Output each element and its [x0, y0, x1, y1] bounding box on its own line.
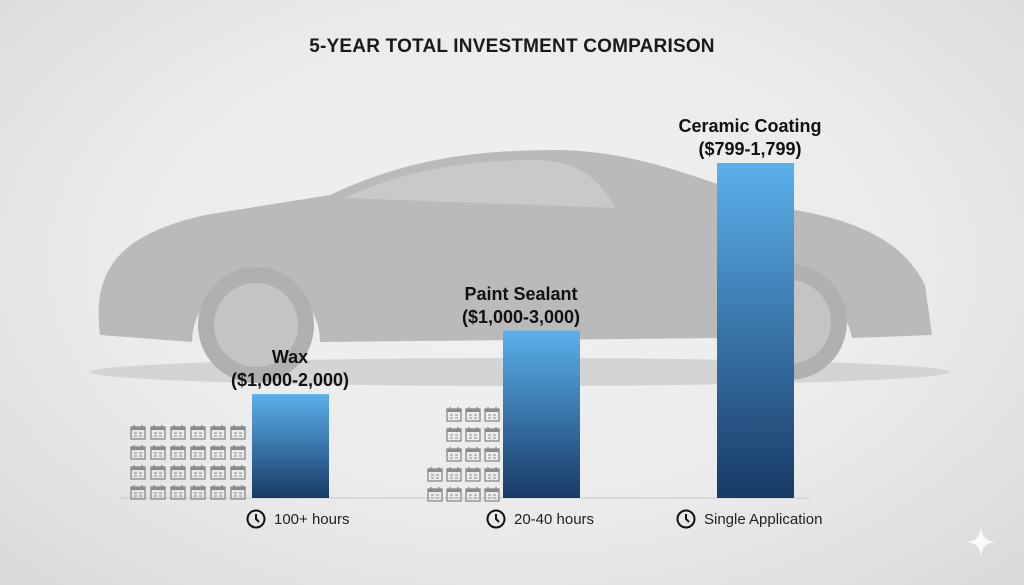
- calendar-icon: [190, 445, 206, 460]
- time-label: 100+ hours: [274, 510, 350, 528]
- calendar-icon: [130, 485, 146, 500]
- calendar-icon: [446, 407, 462, 422]
- calendar-icon: [484, 427, 500, 442]
- calendar-icon: [484, 467, 500, 482]
- calendar-icon: [190, 425, 206, 440]
- clock-icon: [676, 509, 696, 529]
- calendar-icon: [130, 445, 146, 460]
- calendar-icon: [446, 427, 462, 442]
- time-wax: 100+ hours: [246, 509, 349, 529]
- calendar-icon: [465, 487, 481, 502]
- calendar-icon: [484, 407, 500, 422]
- calendar-icon: [465, 447, 481, 462]
- price-range: ($1,000-2,000): [230, 370, 350, 390]
- calendar-icon: [170, 425, 186, 440]
- calendar-icon: [484, 447, 500, 462]
- calendar-icon: [484, 487, 500, 502]
- calendar-icon: [465, 467, 481, 482]
- chart-title: 5-YEAR TOTAL INVESTMENT COMPARISON: [309, 36, 715, 57]
- sparkle-icon: [966, 527, 996, 557]
- time-label: 20-40 hours: [514, 510, 595, 528]
- calendar-icon: [446, 447, 462, 462]
- calendar-icon: [446, 487, 462, 502]
- time-ceramic-coating: Single Application: [676, 509, 822, 529]
- bar-paint-sealant: [503, 330, 580, 498]
- category-name: Paint Sealant: [464, 284, 578, 304]
- calendar-icon: [210, 425, 226, 440]
- calendar-icon: [170, 465, 186, 480]
- calendar-icon: [230, 425, 246, 440]
- calendar-icon: [230, 445, 246, 460]
- time-paint-sealant: 20-40 hours: [486, 509, 594, 529]
- calendar-icon: [210, 485, 226, 500]
- calendar-icon: [130, 425, 146, 440]
- calendar-icon: [170, 485, 186, 500]
- calendar-icon: [150, 485, 166, 500]
- calendar-icon: [210, 465, 226, 480]
- calendar-icon: [465, 407, 481, 422]
- calendar-icon: [130, 465, 146, 480]
- label-paint-sealant: Paint Sealant ($1,000-3,000): [401, 283, 641, 329]
- calendar-icon: [190, 465, 206, 480]
- bar-ceramic-coating: [717, 163, 794, 498]
- price-range: ($1,000-3,000): [461, 307, 581, 327]
- calendar-icon: [190, 485, 206, 500]
- calendar-icon: [230, 465, 246, 480]
- calendar-icon: [150, 445, 166, 460]
- calendar-icon: [210, 445, 226, 460]
- clock-icon: [486, 509, 506, 529]
- category-name: Wax: [271, 347, 309, 367]
- calendar-icon: [150, 425, 166, 440]
- category-name: Ceramic Coating: [678, 116, 822, 136]
- calendar-icon: [427, 487, 443, 502]
- label-ceramic-coating: Ceramic Coating ($799-1,799): [630, 115, 870, 161]
- clock-icon: [246, 509, 266, 529]
- calendar-icon: [427, 467, 443, 482]
- time-label: Single Application: [704, 510, 823, 528]
- calendar-icon: [150, 465, 166, 480]
- calendar-icon: [230, 485, 246, 500]
- label-wax: Wax ($1,000-2,000): [170, 346, 410, 392]
- calendar-icon: [446, 467, 462, 482]
- bar-wax: [252, 394, 329, 498]
- calendar-icon: [465, 427, 481, 442]
- calendar-icon: [170, 445, 186, 460]
- price-range: ($799-1,799): [698, 139, 802, 159]
